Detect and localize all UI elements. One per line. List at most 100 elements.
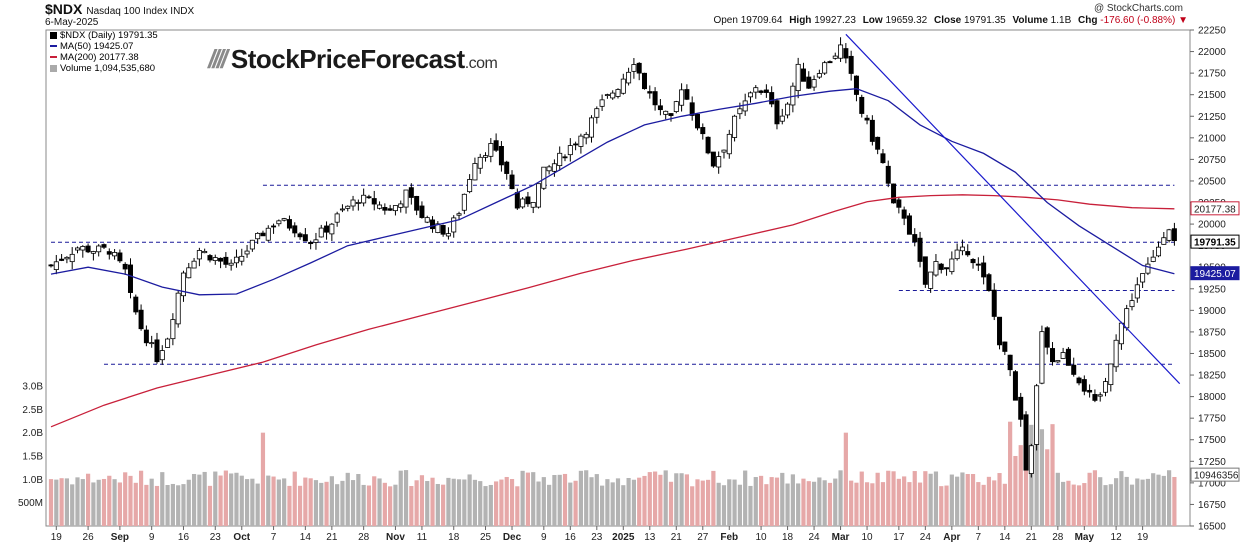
candle-body xyxy=(1103,381,1109,393)
candle-body xyxy=(944,267,950,270)
low-value: 19659.32 xyxy=(885,15,928,26)
x-tick-label: 21 xyxy=(671,532,683,543)
chart-date: 6-May-2025 xyxy=(45,17,99,28)
candle-body xyxy=(806,76,812,89)
volume-bar xyxy=(1098,477,1103,526)
candle-body xyxy=(838,44,844,59)
candle-body xyxy=(901,209,907,219)
volume-bar xyxy=(1002,483,1007,526)
candle-body xyxy=(641,72,647,90)
volume-bar xyxy=(536,481,541,526)
volume-bar xyxy=(960,472,965,526)
volume-bar xyxy=(594,474,599,526)
volume-bar xyxy=(790,474,795,526)
volume-bar xyxy=(600,485,605,526)
candle-body xyxy=(154,339,160,363)
candle-body xyxy=(281,218,287,221)
candle-body xyxy=(244,250,250,255)
candle-body xyxy=(716,156,722,168)
volume-bar xyxy=(864,482,870,526)
volume-bar xyxy=(191,473,197,526)
volume-bar xyxy=(907,482,912,526)
volume-bar xyxy=(282,478,287,526)
candle-body xyxy=(938,263,944,270)
candle-body xyxy=(636,62,642,74)
volume-bar xyxy=(1066,480,1071,526)
candle-body xyxy=(324,225,330,233)
ma200-last-label: 20177.38 xyxy=(1190,201,1240,216)
candle-body xyxy=(520,198,526,208)
volume-bar xyxy=(350,480,356,526)
volume-tick-label: 500M xyxy=(18,498,43,509)
candle-body xyxy=(626,71,632,84)
volume-bar xyxy=(652,471,658,526)
price-tick-label: 18500 xyxy=(1198,349,1226,360)
volume-bar xyxy=(446,477,451,526)
candle-body xyxy=(869,119,875,142)
volume-bar xyxy=(393,484,398,526)
volume-bar xyxy=(647,472,652,526)
volume-bar xyxy=(117,482,122,526)
candle-body xyxy=(1065,348,1071,366)
last-label-text: 10946356 xyxy=(1194,471,1239,482)
volume-bar xyxy=(854,482,859,526)
candle-body xyxy=(954,249,960,260)
volume-bar xyxy=(541,477,546,526)
price-tick-label: 18750 xyxy=(1198,327,1226,338)
x-tick-label: 21 xyxy=(1026,532,1038,543)
candle-body xyxy=(1039,331,1045,384)
volume-bar xyxy=(849,480,854,526)
candle-body xyxy=(578,135,584,147)
candle-body xyxy=(525,196,531,205)
volume-bar xyxy=(880,482,886,526)
candle-body xyxy=(1134,284,1140,299)
x-axis: 19 26 Sep 9 16 23 Oct 7 14 21 28 Nov 11 18 25 Dec 9 16 23 2… xyxy=(51,526,1149,543)
x-tick-label: 16 xyxy=(565,532,577,543)
candle-body xyxy=(350,199,356,207)
candle-body xyxy=(1171,228,1177,242)
candle-body xyxy=(313,239,319,243)
symbol-description: Nasdaq 100 Index INDX xyxy=(86,6,195,17)
volume-bar xyxy=(419,475,425,526)
x-tick-label: 18 xyxy=(448,532,460,543)
volume-bar xyxy=(758,475,764,526)
candle-body xyxy=(112,252,118,257)
volume-bar xyxy=(674,473,679,526)
x-tick-label: 23 xyxy=(591,532,603,543)
candle-body xyxy=(286,219,292,229)
volume-bar xyxy=(838,470,843,526)
candle-body xyxy=(1028,445,1034,474)
candle-body xyxy=(186,267,192,279)
candle-body xyxy=(414,195,420,211)
volume-bar xyxy=(806,481,811,526)
x-tick-label: 28 xyxy=(358,532,370,543)
volume-bar xyxy=(684,474,689,526)
candle-body xyxy=(498,146,504,166)
candle-body xyxy=(265,227,271,241)
watermark-logo: ////StockPriceForecast.com xyxy=(208,44,498,74)
candle-body xyxy=(472,163,478,181)
volume-bar xyxy=(112,479,117,526)
candle-body xyxy=(1097,394,1103,397)
volume-bar xyxy=(54,479,59,526)
volume-bar xyxy=(462,479,467,526)
volume-axis: 500M 1.0B 1.5B 2.0B 2.5B 3.0B xyxy=(18,382,43,510)
candle-body xyxy=(1156,246,1162,257)
volume-bar xyxy=(483,486,488,526)
price-tick-label: 20500 xyxy=(1198,176,1226,187)
volume-bar xyxy=(531,472,536,526)
volume-bar xyxy=(361,484,366,526)
x-tick-label: 21 xyxy=(326,532,338,543)
candle-body xyxy=(615,89,621,97)
candle-body xyxy=(647,91,653,94)
volume-bar xyxy=(335,484,340,526)
x-tick-label: 12 xyxy=(1111,532,1123,543)
candle-body xyxy=(631,64,637,72)
candle-body xyxy=(546,166,552,172)
candle-body xyxy=(673,101,679,112)
price-tick-label: 19000 xyxy=(1198,306,1226,317)
candle-body xyxy=(419,205,425,218)
volume-bar xyxy=(366,485,372,526)
candle-body xyxy=(1076,377,1082,384)
candle-body xyxy=(1018,396,1024,420)
